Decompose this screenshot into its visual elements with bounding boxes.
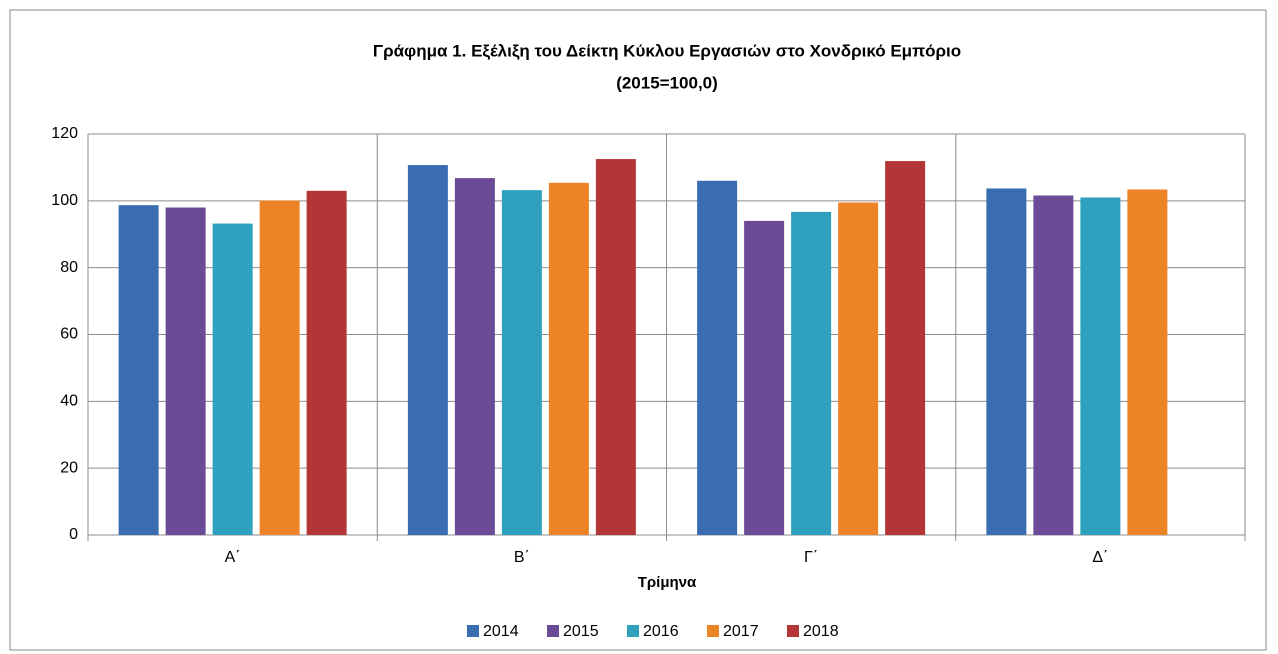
legend-label: 2018: [803, 623, 839, 640]
legend-swatch: [467, 625, 479, 637]
bar: [1080, 197, 1121, 535]
y-tick-label: 100: [51, 192, 78, 209]
legend-label: 2015: [563, 623, 599, 640]
legend-swatch: [787, 625, 799, 637]
legend-swatch: [707, 625, 719, 637]
legend-swatch: [547, 625, 559, 637]
bar: [1033, 195, 1074, 535]
x-tick-label: Β΄: [514, 549, 530, 566]
bar: [595, 159, 636, 535]
bar: [407, 165, 448, 535]
legend-label: 2016: [643, 623, 679, 640]
legend-swatch: [627, 625, 639, 637]
y-tick-label: 80: [60, 259, 78, 276]
y-tick-label: 20: [60, 459, 78, 476]
bar: [212, 223, 253, 535]
legend-label: 2017: [723, 623, 759, 640]
bar: [791, 211, 832, 535]
legend-label: 2014: [483, 623, 519, 640]
bar: [885, 161, 926, 535]
bar: [165, 207, 206, 535]
bar: [838, 202, 879, 536]
bar: [454, 178, 495, 536]
bar: [501, 190, 542, 535]
bar: [744, 220, 785, 535]
bar: [986, 188, 1027, 535]
x-tick-label: Δ΄: [1092, 549, 1108, 566]
chart-title: Γράφημα 1. Εξέλιξη του Δείκτη Κύκλου Εργ…: [373, 41, 961, 60]
y-tick-label: 60: [60, 326, 78, 343]
bar: [548, 182, 589, 535]
x-tick-label: Α΄: [225, 549, 241, 566]
y-tick-label: 0: [69, 526, 78, 543]
bar: [259, 200, 300, 536]
y-tick-label: 120: [51, 125, 78, 142]
bar: [118, 205, 159, 536]
bar: [306, 190, 347, 535]
bar: [1127, 189, 1168, 535]
x-axis-title: Τρίμηνα: [638, 574, 697, 591]
x-tick-label: Γ΄: [804, 549, 818, 566]
chart-subtitle: (2015=100,0): [616, 73, 718, 92]
y-tick-label: 40: [60, 393, 78, 410]
bar: [697, 180, 738, 536]
